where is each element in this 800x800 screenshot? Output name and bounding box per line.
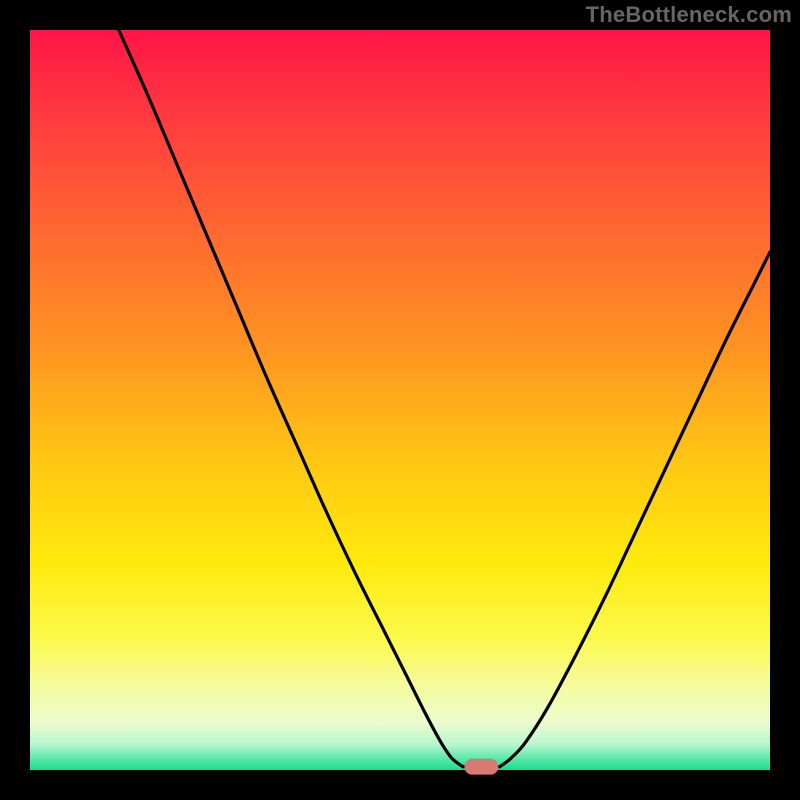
watermark-text: TheBottleneck.com [586, 2, 792, 28]
frame-bottom [0, 770, 800, 800]
frame-left [0, 0, 30, 800]
min-marker [464, 759, 498, 775]
bottleneck-chart [0, 0, 800, 800]
frame-right [770, 0, 800, 800]
plot-background [30, 30, 770, 770]
